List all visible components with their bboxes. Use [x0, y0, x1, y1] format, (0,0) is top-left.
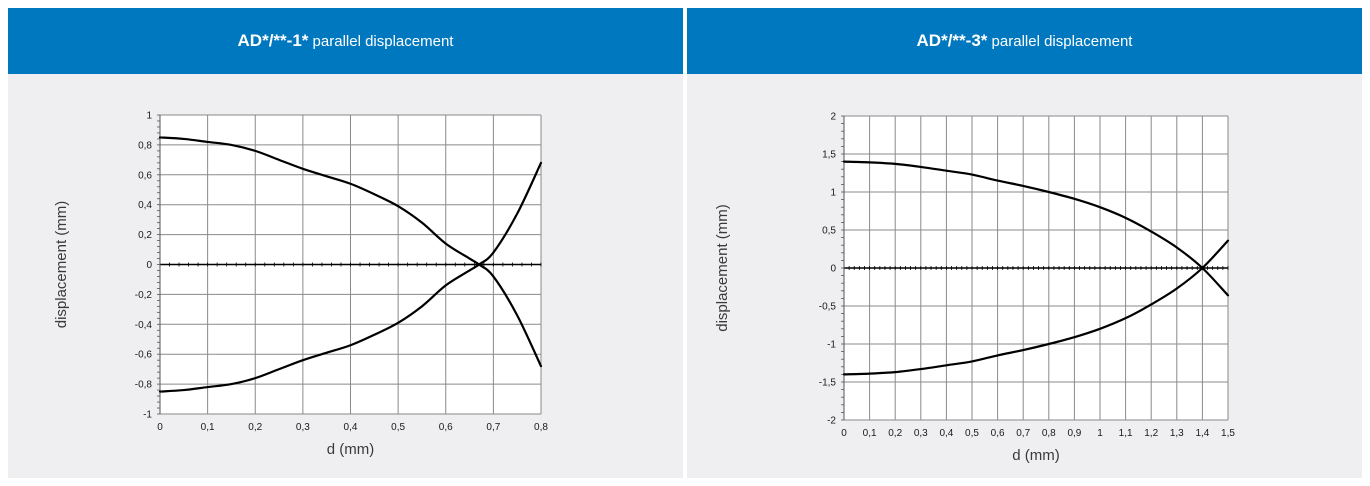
x-tick-label: 1,1 [1119, 428, 1133, 439]
x-tick-label: 0,6 [991, 428, 1005, 439]
x-tick-label: 0,2 [248, 422, 262, 433]
y-tick-label: 0,8 [138, 140, 152, 151]
y-tick-label: 2 [830, 112, 836, 123]
panel-title-sub: parallel displacement [987, 33, 1133, 50]
line-chart: 0 0,1 0,2 0,3 0,4 0,5 0,6 0,7 0,810,80,60,40,20-… [53, 111, 548, 459]
x-tick-label: 0,2 [888, 428, 902, 439]
y-tick-label: -0,4 [135, 320, 153, 331]
x-tick-label: 0,7 [1016, 428, 1030, 439]
chart-panel-left: AD*/**-1* parallel displacement 0 0,1 0,2 0… [8, 8, 683, 478]
panel-title-sub: parallel displacement [308, 33, 454, 50]
y-tick-label: -0,5 [819, 302, 837, 313]
y-tick-label: -1,5 [819, 378, 837, 389]
panel-header: AD*/**-1* parallel displacement [8, 8, 683, 74]
x-tick-label: 0,4 [344, 422, 358, 433]
panel-title: AD*/**-3* parallel displacement [917, 31, 1133, 51]
y-tick-label: 0 [830, 264, 836, 275]
x-tick-label: 0 [157, 422, 163, 433]
x-tick-label: 1,4 [1195, 428, 1209, 439]
y-tick-label: 1 [146, 111, 152, 122]
y-tick-label: 0,4 [138, 200, 152, 211]
chart-area: 0 0,1 0,2 0,3 0,4 0,5 0,6 0,7 0,8 1 0,8 0,6 0,4 0,2 0-… [8, 74, 683, 478]
x-tick-label: 0,8 [534, 422, 548, 433]
x-tick-label: 0,5 [965, 428, 979, 439]
series-line-2 [842, 239, 1230, 376]
chart-area: 0 0,1 0,2 0,3 0,4 0,5 0,6 0,7 0,8 0,9 1 1,1 1,2 1,3 1,… [687, 74, 1362, 478]
x-tick-label: 0,6 [439, 422, 453, 433]
x-tick-label: 1 [1097, 428, 1103, 439]
x-tick-label: 0,1 [201, 422, 215, 433]
panel-title: AD*/**-1* parallel displacement [238, 31, 454, 51]
series-line-1 [158, 136, 543, 368]
chart-panel-right: AD*/**-3* parallel displacement 0 0,1 0,2 0… [687, 8, 1362, 478]
panel-title-main: AD*/**-1* [237, 31, 309, 50]
x-tick-label: 0,4 [939, 428, 953, 439]
y-tick-label: -0,2 [135, 290, 153, 301]
panel-title-main: AD*/**-3* [916, 31, 988, 50]
y-tick-label: 0,5 [822, 226, 836, 237]
y-tick-label: -0,8 [135, 380, 153, 391]
y-tick-label: 0,2 [138, 230, 152, 241]
x-tick-label: 0 [841, 428, 847, 439]
series-line-2 [158, 161, 543, 393]
x-tick-label: 0,8 [1042, 428, 1056, 439]
y-tick-label: 1 [830, 188, 836, 199]
x-tick-label: 0,3 [914, 428, 928, 439]
x-tick-label: 0,5 [391, 422, 405, 433]
x-tick-label: 0,7 [486, 422, 500, 433]
x-tick-label: 0,3 [296, 422, 310, 433]
y-tick-label: -1 [827, 340, 836, 351]
x-axis-label: d (mm) [1012, 447, 1060, 464]
x-tick-label: 1,2 [1144, 428, 1158, 439]
y-tick-label: 1,5 [822, 150, 836, 161]
y-tick-label: 0 [146, 260, 152, 271]
y-tick-label: -2 [827, 416, 836, 427]
x-tick-label: 0,9 [1067, 428, 1081, 439]
x-tick-label: 0,1 [863, 428, 877, 439]
y-axis-label: displacement (mm) [714, 204, 731, 332]
y-tick-label: -1 [143, 410, 152, 421]
x-tick-label: 1,3 [1170, 428, 1184, 439]
y-axis-label: displacement (mm) [53, 201, 70, 329]
panel-header: AD*/**-3* parallel displacement [687, 8, 1362, 74]
y-tick-label: 0,6 [138, 170, 152, 181]
x-axis-label: d (mm) [327, 441, 375, 458]
y-tick-label: -0,6 [135, 350, 153, 361]
series-line-1 [842, 160, 1230, 297]
x-tick-label: 1,5 [1221, 428, 1235, 439]
line-chart: 0 0,1 0,2 0,3 0,4 0,5 0,6 0,7 0,8 0,9 1 1,1 1,2 1,3 1,… [714, 112, 1235, 465]
